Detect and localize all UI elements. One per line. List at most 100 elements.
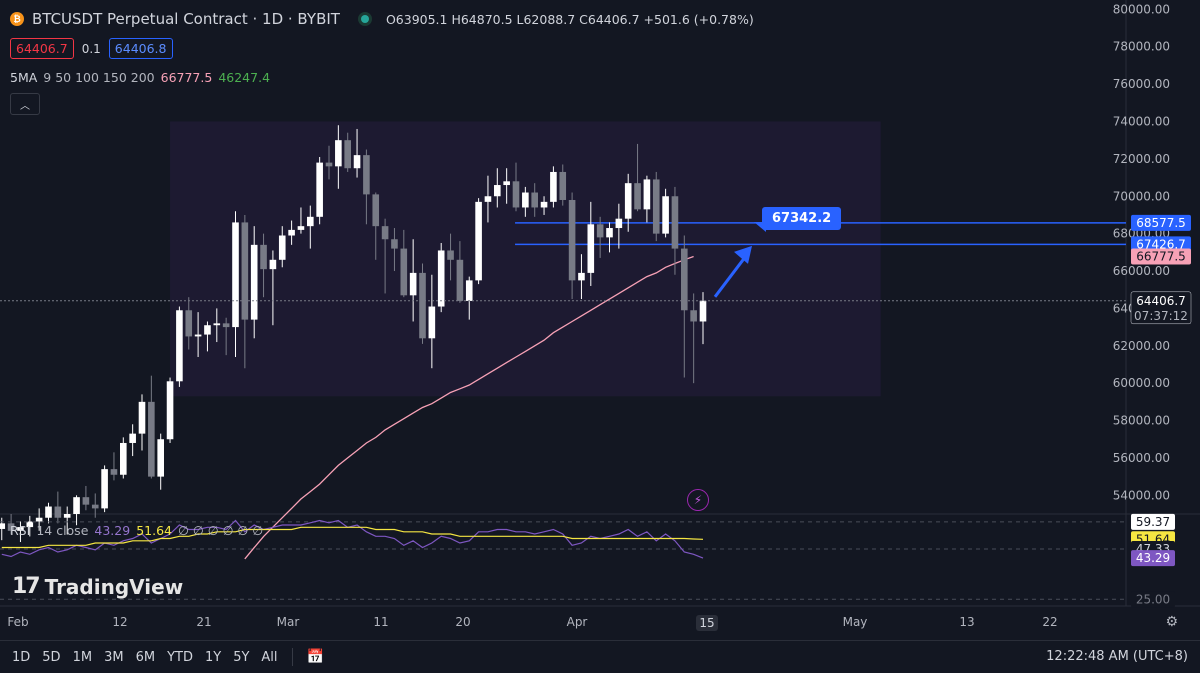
candle-body bbox=[222, 323, 230, 328]
candle-body bbox=[437, 250, 445, 307]
ma-params: 9 50 100 150 200 bbox=[43, 70, 155, 85]
annotation-arrow-shaft bbox=[713, 255, 748, 298]
candle-body bbox=[699, 300, 707, 322]
sell-price-button[interactable]: 64406.7 bbox=[10, 38, 74, 59]
y-tick-label: 56000.00 bbox=[1113, 451, 1170, 465]
rsi-params: 14 close bbox=[36, 523, 89, 538]
candle-body bbox=[512, 181, 520, 208]
lightning-icon[interactable]: ⚡ bbox=[687, 489, 709, 511]
candle-body bbox=[54, 506, 62, 518]
candle-body bbox=[363, 155, 370, 195]
tradingview-logo[interactable]: 17 TradingView bbox=[12, 574, 183, 599]
candle-body bbox=[456, 259, 464, 301]
candle-body bbox=[288, 229, 295, 236]
y-tick-label: 62000.00 bbox=[1113, 339, 1170, 353]
x-tick-label: 11 bbox=[373, 615, 388, 629]
buy-price-button[interactable]: 64406.8 bbox=[108, 38, 173, 59]
spread-value: 0.1 bbox=[81, 41, 101, 56]
timeframe-5d[interactable]: 5D bbox=[42, 649, 61, 665]
candle-body bbox=[372, 194, 380, 227]
y-tick-label: 76000.00 bbox=[1113, 77, 1170, 91]
market-status-icon bbox=[357, 12, 372, 26]
candle-body bbox=[157, 439, 164, 477]
candle-body bbox=[587, 224, 595, 273]
price-tag-box bbox=[1131, 236, 1191, 253]
x-tick-label: Apr bbox=[567, 615, 588, 629]
candle-body bbox=[465, 280, 473, 301]
candle-body bbox=[307, 216, 314, 227]
ohlc-readout: O63905.1 H64870.5 L62088.7 C64406.7 +501… bbox=[385, 11, 754, 27]
candle-body bbox=[662, 196, 669, 234]
y-tick-label: 66000.00 bbox=[1113, 264, 1170, 278]
x-tick-label: 20 bbox=[455, 615, 470, 629]
candle-body bbox=[428, 306, 436, 339]
chevron-up-icon: ︿ bbox=[20, 100, 30, 112]
candle-body bbox=[63, 514, 71, 518]
y-tick-label: 72000.00 bbox=[1113, 152, 1170, 166]
candle-body bbox=[91, 504, 99, 509]
x-tick-label: 12 bbox=[112, 615, 127, 629]
x-current-label: 15 bbox=[699, 616, 714, 630]
candle-body bbox=[531, 192, 538, 208]
timeframe-1y[interactable]: 1Y bbox=[204, 649, 222, 665]
timeframe-5y[interactable]: 5Y bbox=[233, 649, 250, 665]
timeframe-3m[interactable]: 3M bbox=[104, 649, 124, 665]
countdown-label: 07:37:12 bbox=[1134, 309, 1188, 323]
ma-legend[interactable]: 5MA 9 50 100 150 200 66777.5 46247.4 bbox=[10, 70, 270, 85]
bottom-toolbar: 1D 5D 1M 3M 6M YTD 1Y 5Y All 📅 12:22:48 … bbox=[0, 640, 1200, 673]
gear-icon[interactable]: ⚙ bbox=[1165, 614, 1178, 630]
rsi-tag-box bbox=[1131, 591, 1175, 608]
x-tick-label: 22 bbox=[1042, 615, 1057, 629]
clock-readout: 12:22:48 AM (UTC+8) bbox=[1046, 649, 1188, 664]
y-tick-label: 78000.00 bbox=[1113, 40, 1170, 54]
ma-value-2: 46247.4 bbox=[218, 70, 271, 85]
timeframe-ytd[interactable]: YTD bbox=[167, 649, 193, 665]
candle-body bbox=[344, 140, 351, 169]
y-tick-label: 70000.00 bbox=[1113, 189, 1170, 203]
price-tag-box bbox=[1131, 248, 1191, 265]
candle-body bbox=[381, 226, 389, 240]
x-tick-label: May bbox=[843, 615, 868, 629]
candle-body bbox=[484, 196, 492, 202]
candle-body bbox=[550, 171, 557, 202]
collapse-legend-button[interactable]: ︿ bbox=[10, 93, 40, 115]
candle-body bbox=[148, 401, 155, 477]
price-annotation-label[interactable]: 67342.2 bbox=[753, 207, 842, 232]
candle-body bbox=[204, 325, 211, 335]
candle-body bbox=[335, 140, 342, 167]
y-tick-label: 80000.00 bbox=[1113, 2, 1170, 16]
candle-body bbox=[7, 523, 15, 531]
x-current-marker bbox=[696, 615, 718, 631]
candle-body bbox=[194, 334, 202, 337]
calendar-icon[interactable]: 📅 bbox=[306, 649, 324, 665]
chart-canvas[interactable]: 54000.00 56000.00 58000.00 60000.00 62000.00… bbox=[0, 0, 1200, 640]
candle-body bbox=[250, 244, 258, 320]
candle-body bbox=[101, 469, 108, 509]
bitcoin-icon: ₿ bbox=[10, 12, 24, 26]
candle-body bbox=[185, 310, 193, 337]
candle-body bbox=[578, 272, 585, 281]
timeframe-6m[interactable]: 6M bbox=[135, 649, 156, 665]
toolbar-divider bbox=[291, 648, 293, 666]
ma-value-1: 66777.5 bbox=[160, 70, 213, 85]
tradingview-wordmark: TradingView bbox=[44, 574, 184, 599]
symbol-title[interactable]: BTCUSDT Perpetual Contract · 1D · BYBIT bbox=[32, 10, 340, 28]
candle-body bbox=[400, 248, 408, 296]
timeframe-all[interactable]: All bbox=[261, 649, 278, 665]
rsi-legend[interactable]: RSI 14 close 43.29 51.64 ∅ ∅ ∅ ∅ ∅ ∅ bbox=[10, 523, 263, 538]
candle-body bbox=[0, 523, 6, 529]
last-price-tag-box bbox=[1130, 291, 1192, 325]
candle-body bbox=[241, 222, 249, 320]
candle-body bbox=[176, 310, 183, 382]
candle-body bbox=[606, 228, 613, 238]
candle-body bbox=[447, 250, 454, 260]
last-price-tag-label: 64406.7 bbox=[1136, 294, 1186, 308]
candle-body bbox=[596, 224, 604, 238]
candle-body bbox=[45, 506, 52, 518]
timeframe-1m[interactable]: 1M bbox=[72, 649, 93, 665]
rsi-tag-box bbox=[1131, 550, 1175, 567]
price-tag-label: 67426.7 bbox=[1136, 237, 1186, 251]
candle-body bbox=[316, 162, 323, 217]
timeframe-1d[interactable]: 1D bbox=[12, 649, 31, 665]
tradingview-mark: 17 bbox=[12, 574, 41, 599]
